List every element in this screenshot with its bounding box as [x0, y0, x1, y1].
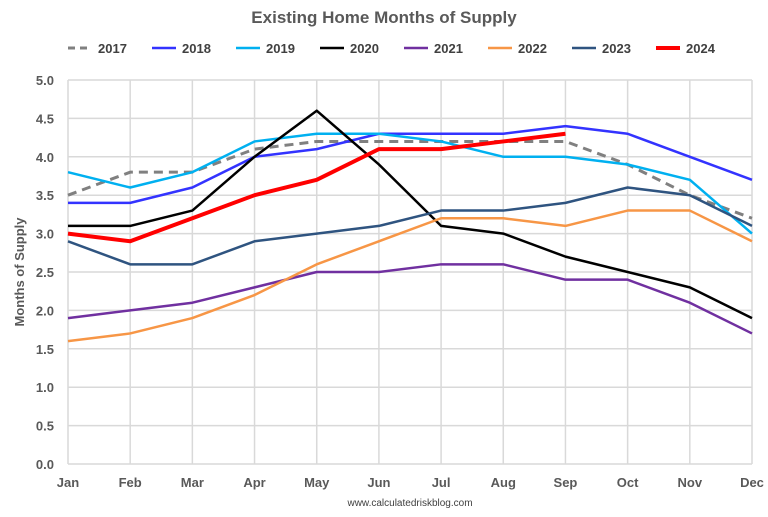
y-ticks: 0.0 0.5 1.0 1.5 2.0 2.5 3.0 3.5 4.0 4.5 5.0	[36, 73, 54, 472]
grid	[67, 79, 753, 465]
legend-label-2019: 2019	[266, 41, 295, 56]
y-tick-label: 1.0	[36, 380, 54, 395]
legend-label-2024: 2024	[686, 41, 716, 56]
y-tick-label: 5.0	[36, 73, 54, 88]
legend-label-2017: 2017	[98, 41, 127, 56]
x-tick-label: Oct	[617, 475, 639, 490]
series-line-2024	[67, 131, 566, 244]
y-tick-label: 3.0	[36, 227, 54, 242]
x-tick-label: Sep	[554, 475, 578, 490]
series-line-2023	[67, 186, 753, 266]
x-tick-label: Mar	[181, 475, 204, 490]
x-tick-label: Jul	[432, 475, 451, 490]
legend: 2017 2018 2019 2020 2021 2022 2023 2024	[68, 41, 716, 56]
x-tick-label: Jun	[367, 475, 390, 490]
series-line-2019	[67, 132, 753, 235]
legend-label-2018: 2018	[182, 41, 211, 56]
series-line-2021	[67, 263, 753, 335]
y-tick-label: 1.5	[36, 342, 54, 357]
y-tick-label: 2.5	[36, 265, 54, 280]
y-tick-label: 4.5	[36, 111, 54, 126]
y-tick-label: 4.0	[36, 150, 54, 165]
series-line-2018	[68, 124, 753, 205]
x-tick-label: Nov	[678, 475, 703, 490]
series-line-2020	[68, 109, 753, 320]
series-lines	[67, 109, 753, 343]
legend-label-2021: 2021	[434, 41, 463, 56]
footer-source: www.calculatedriskblog.com	[346, 498, 472, 509]
y-axis-label: Months of Supply	[12, 217, 27, 327]
legend-label-2022: 2022	[518, 41, 547, 56]
y-tick-label: 2.0	[36, 303, 54, 318]
y-tick-label: 3.5	[36, 188, 54, 203]
x-tick-label: Dec	[740, 475, 764, 490]
chart-title: Existing Home Months of Supply	[251, 8, 517, 27]
y-tick-label: 0.5	[36, 419, 54, 434]
legend-label-2023: 2023	[602, 41, 631, 56]
x-tick-label: Aug	[491, 475, 516, 490]
x-ticks: Jan Feb Mar Apr May Jun Jul Aug Sep Oct Nov Dec	[57, 475, 764, 490]
series-line-2017	[67, 139, 753, 220]
x-tick-label: Apr	[243, 475, 265, 490]
legend-label-2020: 2020	[350, 41, 379, 56]
series-line-2022	[67, 209, 753, 343]
x-tick-label: May	[304, 475, 330, 490]
y-tick-label: 0.0	[36, 457, 54, 472]
x-tick-label: Jan	[57, 475, 79, 490]
x-tick-label: Feb	[119, 475, 142, 490]
